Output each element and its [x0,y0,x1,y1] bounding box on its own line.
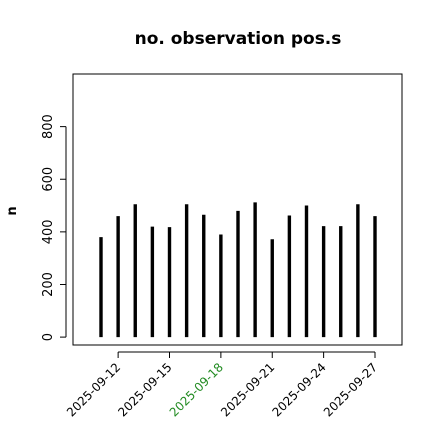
plot-frame [72,73,403,346]
x-tick-label: 2025-09-12 [64,360,123,419]
y-axis-label: n [5,206,20,215]
y-axis: 0 200 400 600 800 [41,114,67,341]
x-tick-label: 2025-09-18 [167,360,226,419]
bars [99,202,377,338]
x-axis: 2025-09-122025-09-152025-09-182025-09-21… [64,351,380,419]
y-tick-label: 600 [41,167,56,192]
x-tick-label: 2025-09-15 [115,360,174,419]
x-tick-label: 2025-09-27 [321,360,380,419]
y-tick-label: 200 [41,272,56,297]
chart-title: no. observation pos.s [135,29,342,49]
y-tick-label: 800 [41,114,56,139]
y-tick-label: 400 [41,219,56,244]
y-tick-label: 0 [41,333,56,341]
x-tick-label: 2025-09-24 [270,360,329,419]
x-tick-label: 2025-09-21 [218,360,277,419]
